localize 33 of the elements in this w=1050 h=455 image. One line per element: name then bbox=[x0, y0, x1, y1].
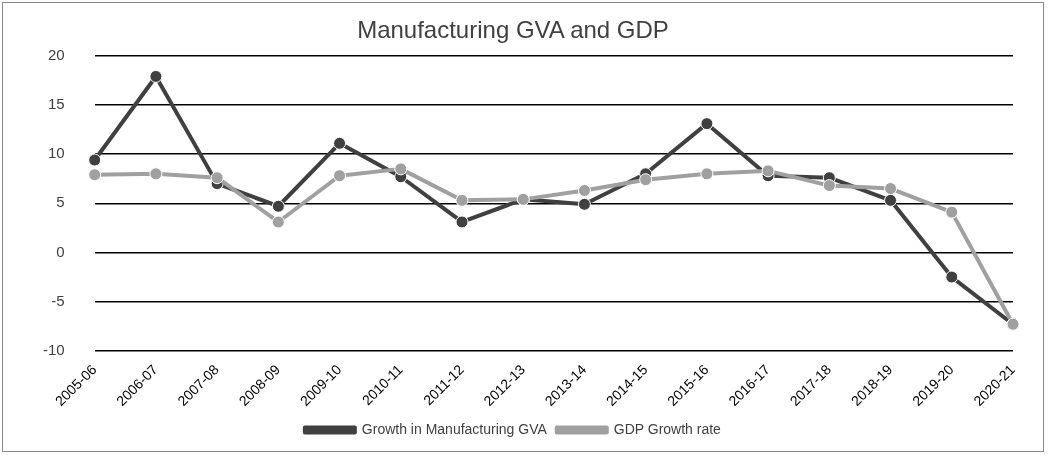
point bbox=[822, 179, 836, 193]
point bbox=[333, 169, 347, 183]
point bbox=[639, 173, 653, 187]
point bbox=[700, 117, 714, 131]
point bbox=[884, 193, 898, 207]
point bbox=[271, 215, 285, 229]
y-tick-label: 10 bbox=[47, 144, 65, 162]
chart-title: Manufacturing GVA and GDP bbox=[357, 16, 669, 44]
y-tick-label: -5 bbox=[51, 291, 65, 309]
point bbox=[149, 167, 163, 181]
point bbox=[577, 197, 591, 211]
point bbox=[394, 162, 408, 176]
point bbox=[271, 199, 285, 213]
y-tick-label: 5 bbox=[56, 193, 65, 211]
point bbox=[88, 168, 102, 182]
point bbox=[88, 153, 102, 167]
point bbox=[945, 270, 959, 284]
point bbox=[149, 69, 163, 83]
point bbox=[884, 182, 898, 196]
legend-label: Growth in Manufacturing GVA bbox=[361, 420, 548, 437]
legend-label: GDP Growth rate bbox=[613, 420, 722, 437]
y-tick-label: 20 bbox=[47, 45, 65, 63]
y-tick-label: 0 bbox=[56, 242, 65, 260]
point bbox=[700, 167, 714, 181]
y-tick-label: -10 bbox=[42, 340, 65, 358]
point bbox=[333, 136, 347, 150]
point bbox=[761, 164, 775, 178]
point bbox=[455, 215, 469, 229]
y-tick-label: 15 bbox=[47, 95, 65, 113]
point bbox=[945, 205, 959, 219]
point bbox=[577, 184, 591, 198]
point bbox=[210, 171, 224, 185]
point bbox=[455, 193, 469, 207]
